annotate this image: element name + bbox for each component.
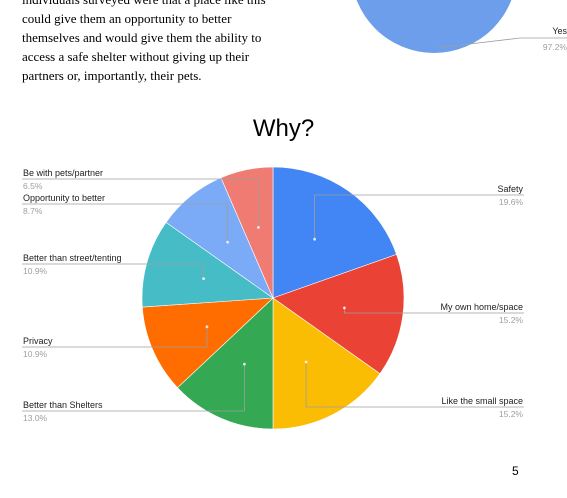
top-pie-leader-line [435, 37, 567, 49]
slice-label-better-than-shelters: Better than Shelters [23, 400, 103, 410]
body-line: access a safe shelter without giving up … [22, 49, 250, 64]
leader-line-better-than-street-tenting [22, 263, 205, 279]
leader-line-better-than-shelters [22, 364, 245, 412]
slice-label-opportunity-to-better: Opportunity to better [23, 193, 105, 203]
leader-line-safety [314, 194, 524, 240]
slice-pct-opportunity-to-better: 8.7% [23, 206, 43, 216]
slice-label-privacy: Privacy [23, 336, 53, 346]
page-number: 5 [512, 464, 519, 478]
top-pie-pct-yes: 97.2% [543, 42, 567, 52]
leader-line-privacy [22, 326, 208, 348]
slice-pct-privacy: 10.9% [23, 349, 48, 359]
leader-line-my-own-home-space [343, 307, 524, 314]
slice-label-safety: Safety [497, 184, 523, 194]
leader-dot-safety [313, 237, 316, 241]
pie-slice-better-than-shelters [177, 297, 274, 430]
leader-line-opportunity-to-better [22, 203, 229, 243]
slice-pct-better-than-shelters: 13.0% [23, 413, 48, 423]
body-paragraph: individuals surveyed were that a place l… [22, 0, 272, 85]
leader-dot-better-than-street-tenting [202, 277, 206, 280]
top-pie-chart: Yes 97.2% [356, 0, 567, 53]
slice-pct-like-the-small-space: 15.2% [499, 409, 524, 419]
leader-line-like-the-small-space [305, 362, 524, 408]
slice-pct-better-than-street-tenting: 10.9% [23, 266, 48, 276]
pie-slice-privacy [141, 297, 274, 389]
leader-dot-like-the-small-space [304, 360, 308, 364]
slice-pct-my-own-home-space: 15.2% [499, 315, 524, 325]
body-line: themselves and would give them the abili… [22, 30, 262, 45]
leader-dot-better-than-shelters [243, 362, 246, 366]
pie-slice-my-own-home-space [272, 254, 405, 375]
slice-label-better-than-street-tenting: Better than street/tenting [23, 253, 122, 263]
slice-pct-safety: 19.6% [499, 197, 524, 207]
slice-pct-be-with-pets-partner: 6.5% [23, 181, 43, 191]
slice-label-like-the-small-space: Like the small space [441, 396, 523, 406]
slice-label-my-own-home-space: My own home/space [440, 302, 523, 312]
pie-slice-better-than-street-tenting [141, 221, 274, 308]
leader-dot-opportunity-to-better [226, 240, 230, 244]
body-line: individuals surveyed were that a place l… [22, 0, 272, 9]
leader-dot-privacy [205, 325, 209, 329]
top-pie-slice-yes [356, 0, 512, 53]
top-pie-label-yes: Yes [552, 26, 567, 36]
slice-label-be-with-pets-partner: Be with pets/partner [23, 168, 103, 178]
pie-slice-like-the-small-space [272, 297, 381, 430]
leader-line-be-with-pets-partner [22, 178, 259, 228]
leader-dot-be-with-pets-partner [257, 226, 260, 229]
body-line: could give them an opportunity to better [22, 11, 232, 26]
leader-dot-my-own-home-space [343, 306, 346, 310]
body-line: partners or, importantly, their pets. [22, 68, 202, 83]
pie-slice-be-with-pets-partner [220, 166, 274, 299]
chart-title: Why? [252, 115, 315, 142]
